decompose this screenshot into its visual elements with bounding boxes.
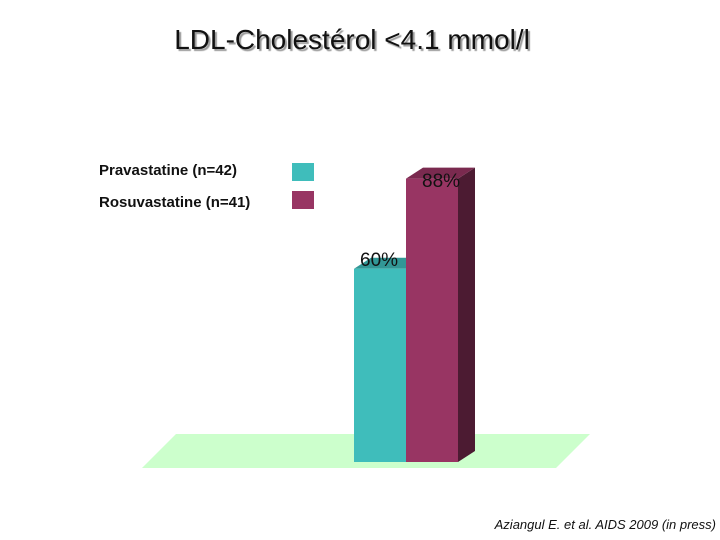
data-label-rosuvastatine: 88% xyxy=(422,171,461,192)
bar-top-pravastatine xyxy=(354,257,423,269)
legend-label-rosuvastatine: Rosuvastatine (n=41) xyxy=(99,194,251,211)
data-label-pravastatine: 60% xyxy=(360,250,399,271)
chart-title: LDL-Cholestérol <4.1 mmol/l xyxy=(174,24,530,55)
bar-rosuvastatine xyxy=(406,178,458,462)
bars-layer xyxy=(354,167,475,462)
citation: Aziangul E. et al. AIDS 2009 (in press) xyxy=(494,517,716,532)
bar-top-rosuvastatine xyxy=(406,167,475,179)
legend-swatch-rosuvastatine xyxy=(292,191,314,209)
bar-side-rosuvastatine xyxy=(458,167,475,462)
legend-swatch-pravastatine xyxy=(292,163,314,181)
legend-label-pravastatine: Pravastatine (n=42) xyxy=(99,162,237,179)
bar-pravastatine xyxy=(354,268,406,462)
